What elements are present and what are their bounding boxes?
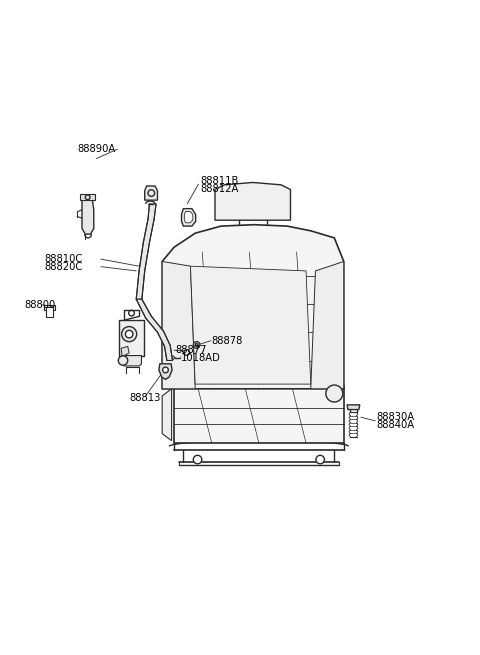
- Circle shape: [316, 455, 324, 464]
- Text: 88813: 88813: [129, 393, 160, 403]
- Text: 88840A: 88840A: [377, 420, 415, 430]
- Polygon shape: [159, 364, 172, 379]
- Polygon shape: [162, 225, 344, 389]
- Text: 88810C: 88810C: [44, 254, 83, 264]
- Text: 88800: 88800: [24, 300, 55, 310]
- Circle shape: [184, 350, 190, 355]
- Text: 88877: 88877: [175, 345, 206, 355]
- Polygon shape: [136, 204, 156, 299]
- Polygon shape: [119, 320, 144, 356]
- Polygon shape: [311, 261, 344, 389]
- Polygon shape: [145, 186, 157, 200]
- Polygon shape: [162, 389, 172, 441]
- Polygon shape: [82, 200, 94, 234]
- Circle shape: [125, 330, 133, 338]
- Circle shape: [193, 342, 200, 348]
- Polygon shape: [215, 183, 290, 220]
- Polygon shape: [121, 346, 129, 357]
- Polygon shape: [347, 405, 360, 409]
- Circle shape: [326, 385, 343, 402]
- Polygon shape: [80, 195, 95, 200]
- Circle shape: [121, 327, 137, 342]
- Polygon shape: [191, 266, 311, 384]
- Circle shape: [193, 455, 202, 464]
- Polygon shape: [136, 299, 172, 360]
- Text: 88811B: 88811B: [200, 176, 238, 186]
- Polygon shape: [121, 356, 142, 366]
- Text: 88820C: 88820C: [44, 261, 83, 272]
- Polygon shape: [184, 212, 193, 223]
- Text: 88812A: 88812A: [200, 184, 238, 194]
- Circle shape: [118, 356, 128, 365]
- Polygon shape: [44, 305, 55, 310]
- Polygon shape: [174, 386, 344, 443]
- Polygon shape: [181, 209, 196, 226]
- Text: 88890A: 88890A: [77, 144, 116, 154]
- Text: 1018AD: 1018AD: [181, 353, 221, 363]
- Text: 88878: 88878: [212, 336, 243, 346]
- Polygon shape: [162, 261, 195, 389]
- Circle shape: [163, 367, 168, 373]
- Text: 88830A: 88830A: [377, 412, 415, 422]
- Circle shape: [195, 343, 198, 346]
